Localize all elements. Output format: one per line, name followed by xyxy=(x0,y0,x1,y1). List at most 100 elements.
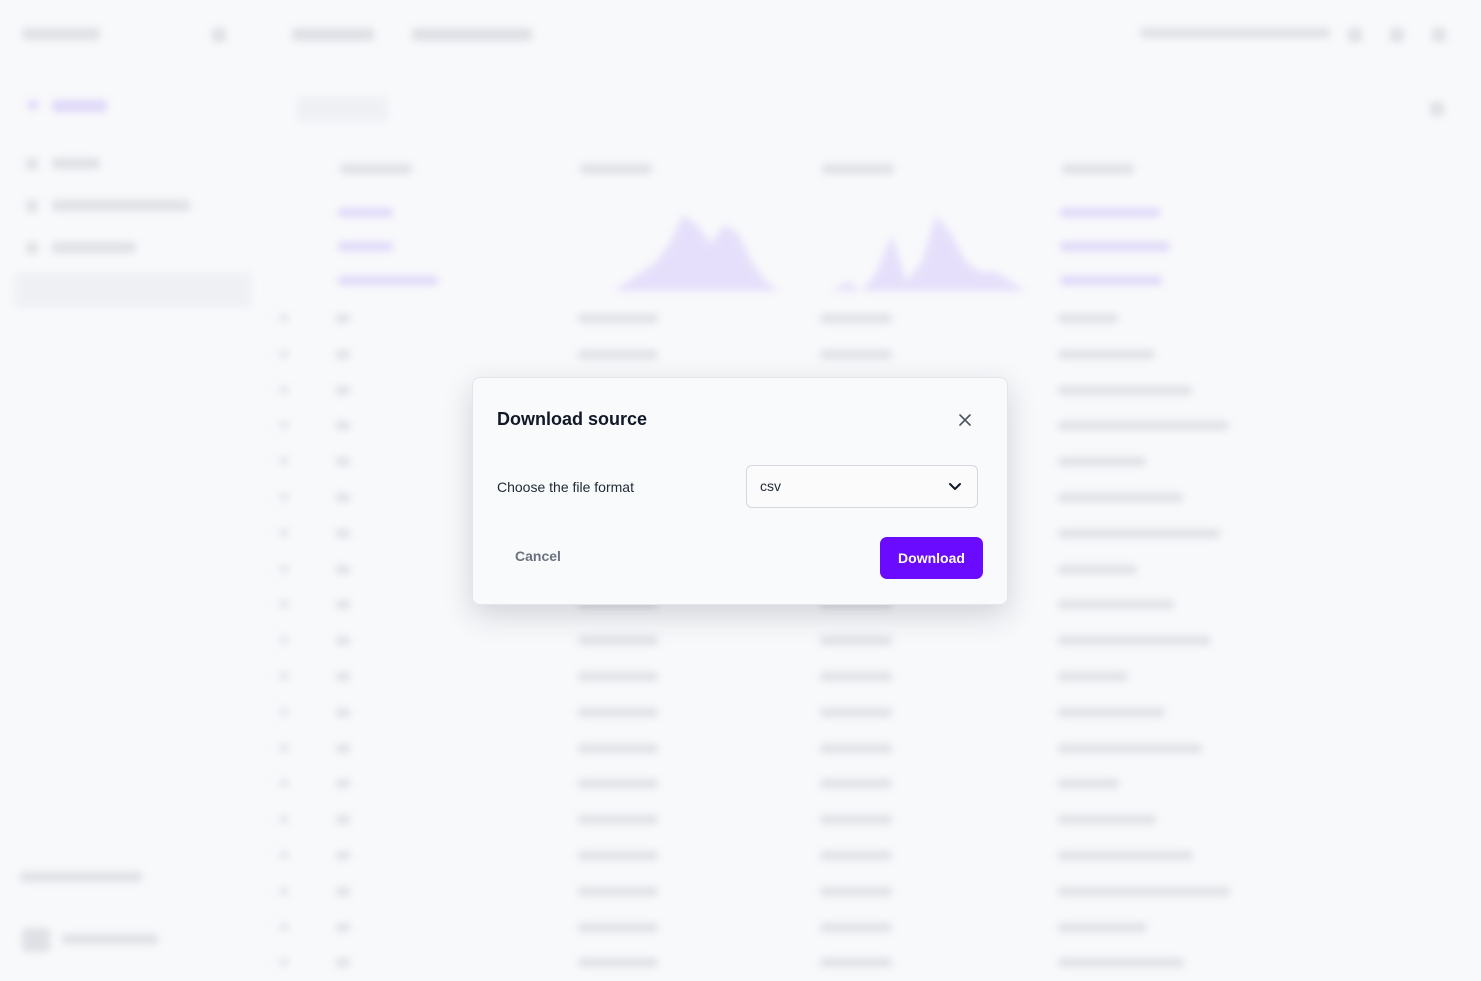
blurred-placeholder xyxy=(1140,28,1330,38)
blurred-placeholder xyxy=(336,385,350,395)
blurred-histogram xyxy=(832,215,1026,291)
blurred-placeholder xyxy=(280,815,288,824)
blurred-placeholder xyxy=(52,158,100,169)
blurred-placeholder xyxy=(578,314,658,323)
blurred-placeholder xyxy=(578,707,658,717)
blurred-placeholder xyxy=(336,349,350,359)
blurred-placeholder xyxy=(412,28,532,41)
blurred-placeholder xyxy=(22,928,50,952)
blurred-placeholder xyxy=(336,421,350,431)
blurred-placeholder xyxy=(820,922,892,932)
blurred-placeholder xyxy=(338,276,438,285)
blurred-placeholder xyxy=(1058,636,1211,646)
blurred-placeholder xyxy=(336,672,350,681)
close-icon[interactable] xyxy=(955,410,975,430)
dialog-title: Download source xyxy=(497,409,648,429)
blurred-placeholder xyxy=(212,28,226,42)
blurred-placeholder xyxy=(336,493,350,502)
blurred-placeholder xyxy=(336,636,350,646)
blurred-placeholder xyxy=(820,636,892,646)
blurred-placeholder xyxy=(20,872,142,882)
blurred-placeholder xyxy=(336,564,350,574)
blurred-placeholder xyxy=(1058,385,1192,395)
blurred-placeholder xyxy=(1058,886,1230,896)
download-button[interactable]: Download xyxy=(880,537,983,579)
blurred-placeholder xyxy=(1432,28,1446,42)
blurred-placeholder xyxy=(336,922,350,932)
histogram-area xyxy=(832,215,1026,291)
blurred-placeholder xyxy=(340,164,412,174)
blurred-placeholder xyxy=(336,457,350,467)
blurred-placeholder xyxy=(578,672,658,681)
blurred-placeholder xyxy=(578,851,658,860)
blurred-placeholder xyxy=(336,851,350,860)
blurred-placeholder xyxy=(280,493,288,501)
blurred-placeholder xyxy=(578,743,658,753)
blurred-histogram xyxy=(600,215,780,291)
blurred-placeholder xyxy=(280,564,288,573)
blurred-placeholder xyxy=(820,314,892,323)
blurred-placeholder xyxy=(336,314,350,323)
blurred-placeholder xyxy=(820,815,892,825)
blurred-placeholder xyxy=(820,886,892,896)
blurred-placeholder xyxy=(52,242,136,253)
blurred-placeholder xyxy=(336,528,350,538)
blurred-placeholder xyxy=(1060,208,1160,217)
blurred-placeholder xyxy=(280,457,288,466)
blurred-placeholder xyxy=(336,600,350,610)
blurred-placeholder xyxy=(280,851,288,859)
blurred-placeholder xyxy=(1058,958,1184,968)
blurred-placeholder xyxy=(52,200,190,211)
blurred-placeholder xyxy=(578,815,658,825)
blurred-placeholder xyxy=(26,200,38,212)
blurred-placeholder xyxy=(280,922,288,931)
blurred-placeholder xyxy=(336,707,350,717)
blurred-placeholder xyxy=(578,779,658,789)
blurred-placeholder xyxy=(580,164,652,174)
blurred-placeholder xyxy=(280,886,288,895)
file-format-select[interactable]: csv xyxy=(746,465,978,508)
blurred-placeholder xyxy=(26,242,38,254)
blurred-placeholder xyxy=(1058,743,1202,753)
blurred-placeholder xyxy=(820,743,892,753)
blurred-placeholder xyxy=(28,100,38,110)
blurred-placeholder xyxy=(292,28,374,41)
blurred-placeholder xyxy=(336,743,350,753)
blurred-placeholder xyxy=(296,96,388,122)
blurred-placeholder xyxy=(1058,922,1147,932)
blurred-placeholder xyxy=(280,779,288,788)
blurred-placeholder xyxy=(1348,28,1362,42)
blurred-placeholder xyxy=(280,743,288,752)
blurred-placeholder xyxy=(822,164,894,174)
blurred-placeholder xyxy=(52,100,107,112)
blurred-placeholder xyxy=(820,958,892,968)
blurred-placeholder xyxy=(1060,242,1170,251)
blurred-placeholder xyxy=(336,958,350,968)
blurred-placeholder xyxy=(578,922,658,932)
blurred-placeholder xyxy=(1058,349,1155,359)
blurred-placeholder xyxy=(820,707,892,717)
blurred-placeholder xyxy=(1062,164,1134,174)
blurred-placeholder xyxy=(338,208,393,217)
blurred-placeholder xyxy=(1058,564,1137,574)
blurred-placeholder xyxy=(820,349,892,359)
blurred-placeholder xyxy=(1058,493,1183,502)
histogram-area xyxy=(600,215,780,291)
blurred-placeholder xyxy=(1058,457,1146,467)
blurred-placeholder xyxy=(820,779,892,789)
blurred-placeholder xyxy=(820,851,892,860)
blurred-placeholder xyxy=(22,28,100,40)
blurred-placeholder xyxy=(1058,528,1220,538)
cancel-button[interactable]: Cancel xyxy=(497,542,579,570)
blurred-placeholder xyxy=(26,158,38,170)
chevron-down-icon xyxy=(949,483,961,490)
blurred-placeholder xyxy=(1430,102,1444,116)
blurred-placeholder xyxy=(820,672,892,681)
blurred-placeholder xyxy=(578,349,658,359)
blurred-placeholder xyxy=(280,421,288,430)
blurred-placeholder xyxy=(14,272,252,308)
blurred-placeholder xyxy=(578,636,658,646)
blurred-placeholder xyxy=(280,314,288,322)
blurred-placeholder xyxy=(280,349,288,358)
blurred-placeholder xyxy=(1058,600,1174,610)
